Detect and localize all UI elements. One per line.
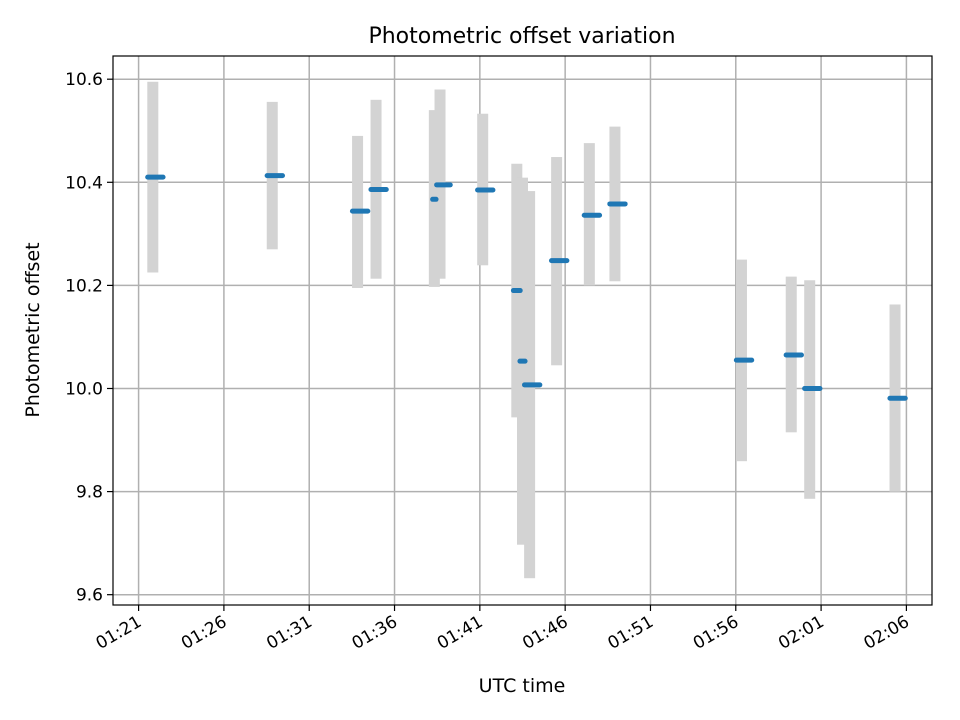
y-tick-label: 9.6 <box>76 586 103 606</box>
y-axis-label: Photometric offset <box>22 242 44 417</box>
y-tick-label: 10.4 <box>65 173 103 193</box>
x-axis-label: UTC time <box>479 675 566 697</box>
y-tick-label: 10.0 <box>65 379 103 399</box>
chart-title: Photometric offset variation <box>368 24 675 49</box>
y-tick-label: 10.6 <box>65 70 103 90</box>
y-tick-label: 10.2 <box>65 276 103 296</box>
y-tick-label: 9.8 <box>76 483 103 503</box>
